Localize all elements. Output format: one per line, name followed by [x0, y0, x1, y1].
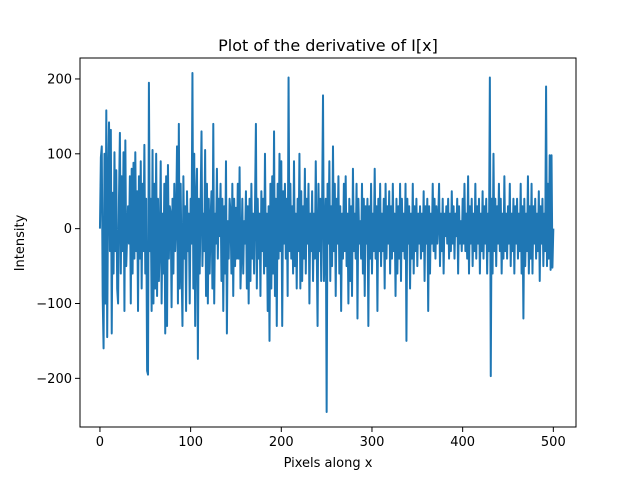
- series-layer: [98, 71, 555, 414]
- x-tick-label: 300: [360, 435, 385, 450]
- x-axis-label: Pixels along x: [284, 456, 373, 471]
- series-line-0: [98, 71, 555, 414]
- y-axis-ticks: −200 −100 0 100 200: [36, 72, 80, 387]
- y-tick-label: −200: [36, 372, 72, 387]
- x-tick-label: 200: [269, 435, 294, 450]
- plot-area: [79, 57, 577, 428]
- y-tick-label: 0: [64, 222, 72, 237]
- x-tick-label: 500: [541, 435, 566, 450]
- y-tick-label: 200: [47, 72, 72, 87]
- y-tick-label: −100: [36, 297, 72, 312]
- x-tick-label: 100: [178, 435, 203, 450]
- x-tick-label: 400: [450, 435, 475, 450]
- y-tick-label: 100: [47, 147, 72, 162]
- chart-title: Plot of the derivative of I[x]: [218, 36, 438, 55]
- axes-frame: [79, 57, 577, 428]
- x-axis-ticks: 0 100 200 300 400 500: [96, 427, 566, 450]
- x-tick-label: 0: [96, 435, 104, 450]
- y-axis-label: Intensity: [13, 214, 28, 271]
